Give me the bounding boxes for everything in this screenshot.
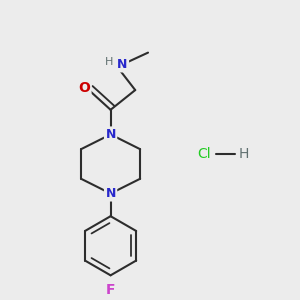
- Text: Cl: Cl: [197, 147, 211, 161]
- Text: N: N: [105, 187, 116, 200]
- Text: N: N: [105, 128, 116, 141]
- Text: H: H: [238, 147, 249, 161]
- Text: F: F: [106, 283, 115, 297]
- Text: O: O: [78, 81, 90, 95]
- Text: H: H: [104, 58, 113, 68]
- Text: N: N: [117, 58, 128, 71]
